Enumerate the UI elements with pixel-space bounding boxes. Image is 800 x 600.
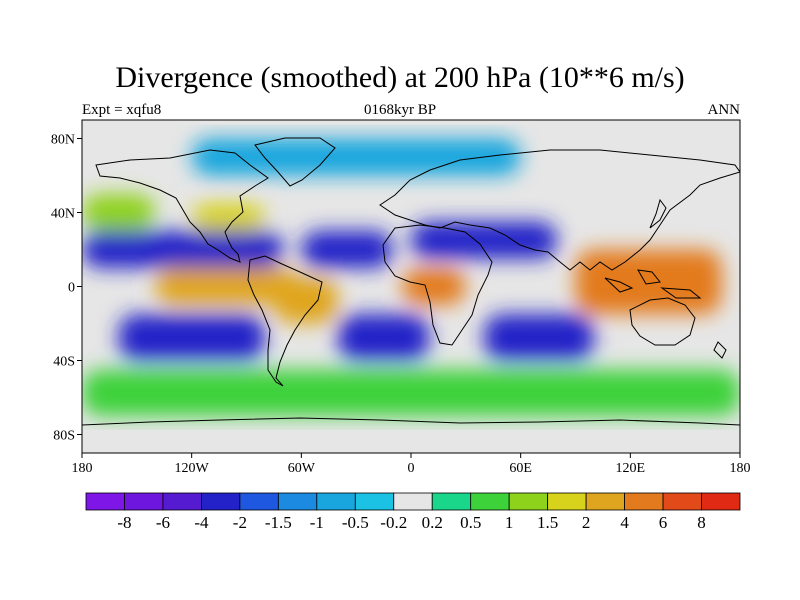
field-arctic [191, 138, 521, 176]
map-plot-area [82, 120, 740, 453]
field-north-pacific-east [191, 203, 265, 231]
colorbar-label: -0.2 [380, 513, 407, 532]
colorbar-label: -1.5 [265, 513, 292, 532]
colorbar-swatch [201, 492, 241, 511]
coast-japan [649, 198, 667, 229]
colorbar-swatch [662, 492, 702, 511]
colorbar-label: 1.5 [537, 513, 558, 532]
season-label: ANN [707, 102, 741, 118]
field-maritime-continent [575, 249, 722, 315]
colorbar-label: 0.2 [422, 513, 443, 532]
coast-europe-asia [379, 149, 740, 271]
lat-tick-label: 40S [53, 355, 75, 370]
colorbar-swatch [354, 492, 395, 511]
colorbar-label: -4 [194, 513, 209, 532]
colorbar-label: 4 [620, 513, 629, 532]
colorbar-swatch [585, 492, 625, 511]
coast-new-zealand [713, 341, 727, 359]
field-amazon [273, 277, 338, 324]
lon-tick-label: 60E [509, 461, 532, 476]
coast-antarctica [82, 417, 740, 426]
field-subtropical-north-pacific [82, 231, 284, 268]
lon-tick-label: 120E [616, 461, 646, 476]
lon-tick-label: 0 [408, 461, 415, 476]
period-label: 0168kyr BP [363, 102, 437, 118]
colorbar-swatch [316, 492, 356, 511]
lon-tick-label: 60W [288, 461, 316, 476]
colorbar-swatch [701, 492, 741, 511]
colorbar-swatch [508, 492, 549, 511]
field-north-pacific-west [82, 194, 156, 231]
field-west-africa [401, 268, 466, 305]
colorbar-swatch [470, 492, 510, 511]
colorbar-swatch [162, 492, 202, 511]
latitude-axis: 80N 40N 0 40S 80S [51, 133, 82, 444]
lat-tick-label: 80S [53, 429, 75, 444]
colorbar-label: -0.5 [342, 513, 369, 532]
coast-south-america [247, 255, 323, 387]
field-patches [82, 138, 740, 416]
field-atlantic-subtropics-north [301, 231, 393, 268]
colorbar-swatch [624, 492, 664, 511]
colorbar-label: 1 [505, 513, 514, 532]
colorbar-swatch [431, 492, 472, 511]
lon-tick-label: 120W [175, 461, 210, 476]
lon-tick-label: 180 [730, 461, 751, 476]
coast-maritime-islands [604, 269, 702, 299]
colorbar: -8 -6 -4 -2 -1.5 -1 -0.5 -0.2 0.2 0.5 1 1.5 2 4 6 8 [85, 492, 741, 532]
field-southern-ocean [82, 369, 740, 416]
colorbar-swatch [277, 492, 318, 511]
experiment-label: Expt = xqfu8 [82, 102, 162, 118]
field-north-africa-mideast [411, 221, 558, 259]
coast-north-america [95, 149, 269, 263]
colorbar-swatch [85, 492, 125, 511]
field-south-atlantic [337, 314, 430, 361]
colorbar-label: -8 [117, 513, 131, 532]
colorbar-label: -2 [233, 513, 247, 532]
map-title: Divergence (smoothed) at 200 hPa (10**6 … [115, 61, 685, 94]
field-indian-ocean [484, 314, 594, 361]
colorbar-label: 2 [582, 513, 591, 532]
coast-africa [382, 224, 493, 346]
colorbar-label: 8 [697, 513, 706, 532]
lat-tick-label: 0 [68, 281, 75, 296]
colorbar-label: -1 [310, 513, 324, 532]
lat-tick-label: 40N [51, 207, 75, 222]
field-south-pacific [118, 314, 265, 361]
coastlines [82, 137, 740, 426]
colorbar-swatch [393, 492, 433, 511]
coast-greenland [254, 137, 336, 187]
colorbar-label: 0.5 [460, 513, 481, 532]
longitude-axis: 180 120W 60W 0 60E 120E 180 [72, 453, 751, 476]
lon-tick-label: 180 [72, 461, 93, 476]
colorbar-label: -6 [156, 513, 170, 532]
colorbar-swatch [239, 492, 279, 511]
coast-australia [629, 297, 696, 346]
colorbar-label: 6 [659, 513, 668, 532]
field-eastern-tropical-pacific [155, 268, 302, 305]
colorbar-swatch [124, 492, 164, 511]
lat-tick-label: 80N [51, 133, 75, 148]
colorbar-swatch [547, 492, 587, 511]
